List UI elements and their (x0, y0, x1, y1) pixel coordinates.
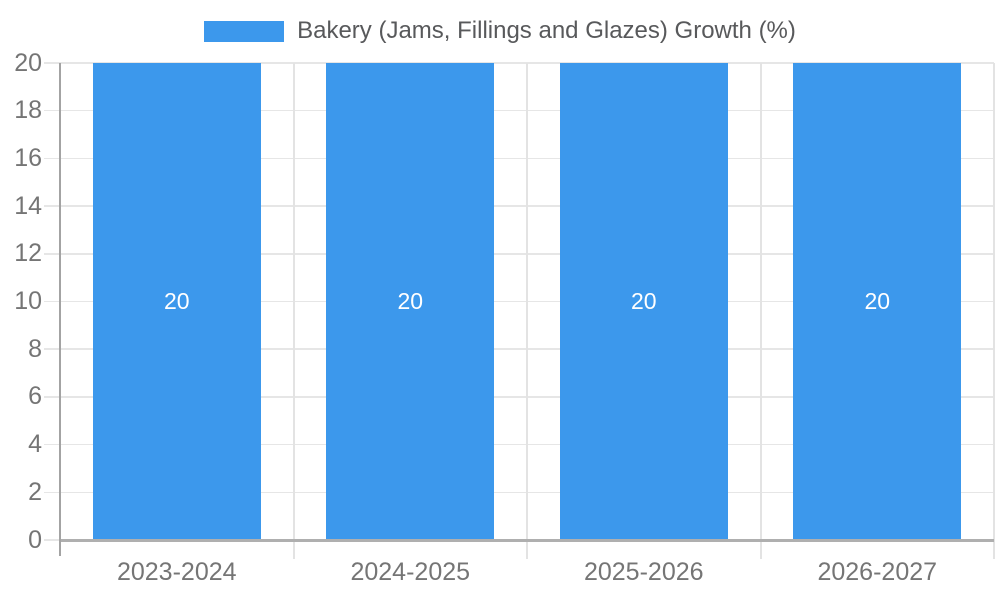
bar[interactable] (326, 63, 495, 540)
y-axis-line (59, 63, 61, 556)
y-gridline (44, 396, 994, 398)
bar[interactable] (793, 63, 962, 540)
y-gridline (44, 205, 994, 207)
x-category-label: 2026-2027 (817, 558, 938, 586)
y-tick-label: 20 (14, 48, 42, 77)
y-gridline (44, 62, 994, 64)
y-tick-label: 12 (14, 239, 42, 268)
y-tick-label: 4 (28, 430, 42, 459)
category-separator (526, 63, 528, 559)
bar-value-label: 20 (397, 288, 424, 314)
chart-legend[interactable]: Bakery (Jams, Fillings and Glazes) Growt… (0, 17, 1000, 46)
y-tick-label: 8 (28, 334, 42, 363)
x-category-label: 2024-2025 (350, 558, 471, 586)
y-tick-label: 18 (14, 96, 42, 125)
category-separator (292, 63, 295, 559)
y-gridline (44, 253, 994, 255)
y-tick-label: 10 (14, 287, 42, 315)
y-gridline (44, 109, 994, 112)
legend-label: Bakery (Jams, Fillings and Glazes) Growt… (297, 17, 796, 44)
legend-color-swatch (204, 20, 285, 42)
y-tick-label: 0 (28, 525, 42, 554)
bar[interactable] (92, 63, 261, 540)
bar[interactable] (559, 63, 728, 540)
y-gridline (44, 491, 994, 494)
category-separator (759, 63, 762, 559)
y-tick-label: 16 (14, 143, 42, 172)
y-tick-label: 2 (28, 477, 42, 506)
bar-value-label: 20 (163, 288, 190, 314)
y-gridline (44, 348, 994, 350)
bar-value-label: 20 (864, 288, 891, 314)
y-gridline (44, 157, 994, 160)
y-tick-label: 6 (28, 382, 42, 411)
bar-value-label: 20 (630, 288, 657, 314)
y-gridline (44, 300, 994, 303)
y-gridline (44, 443, 994, 446)
category-separator (993, 63, 995, 559)
x-axis-baseline (60, 539, 994, 542)
x-category-label: 2025-2026 (583, 558, 704, 586)
x-category-label: 2023-2024 (116, 558, 237, 586)
y-tick-label: 14 (14, 191, 42, 220)
